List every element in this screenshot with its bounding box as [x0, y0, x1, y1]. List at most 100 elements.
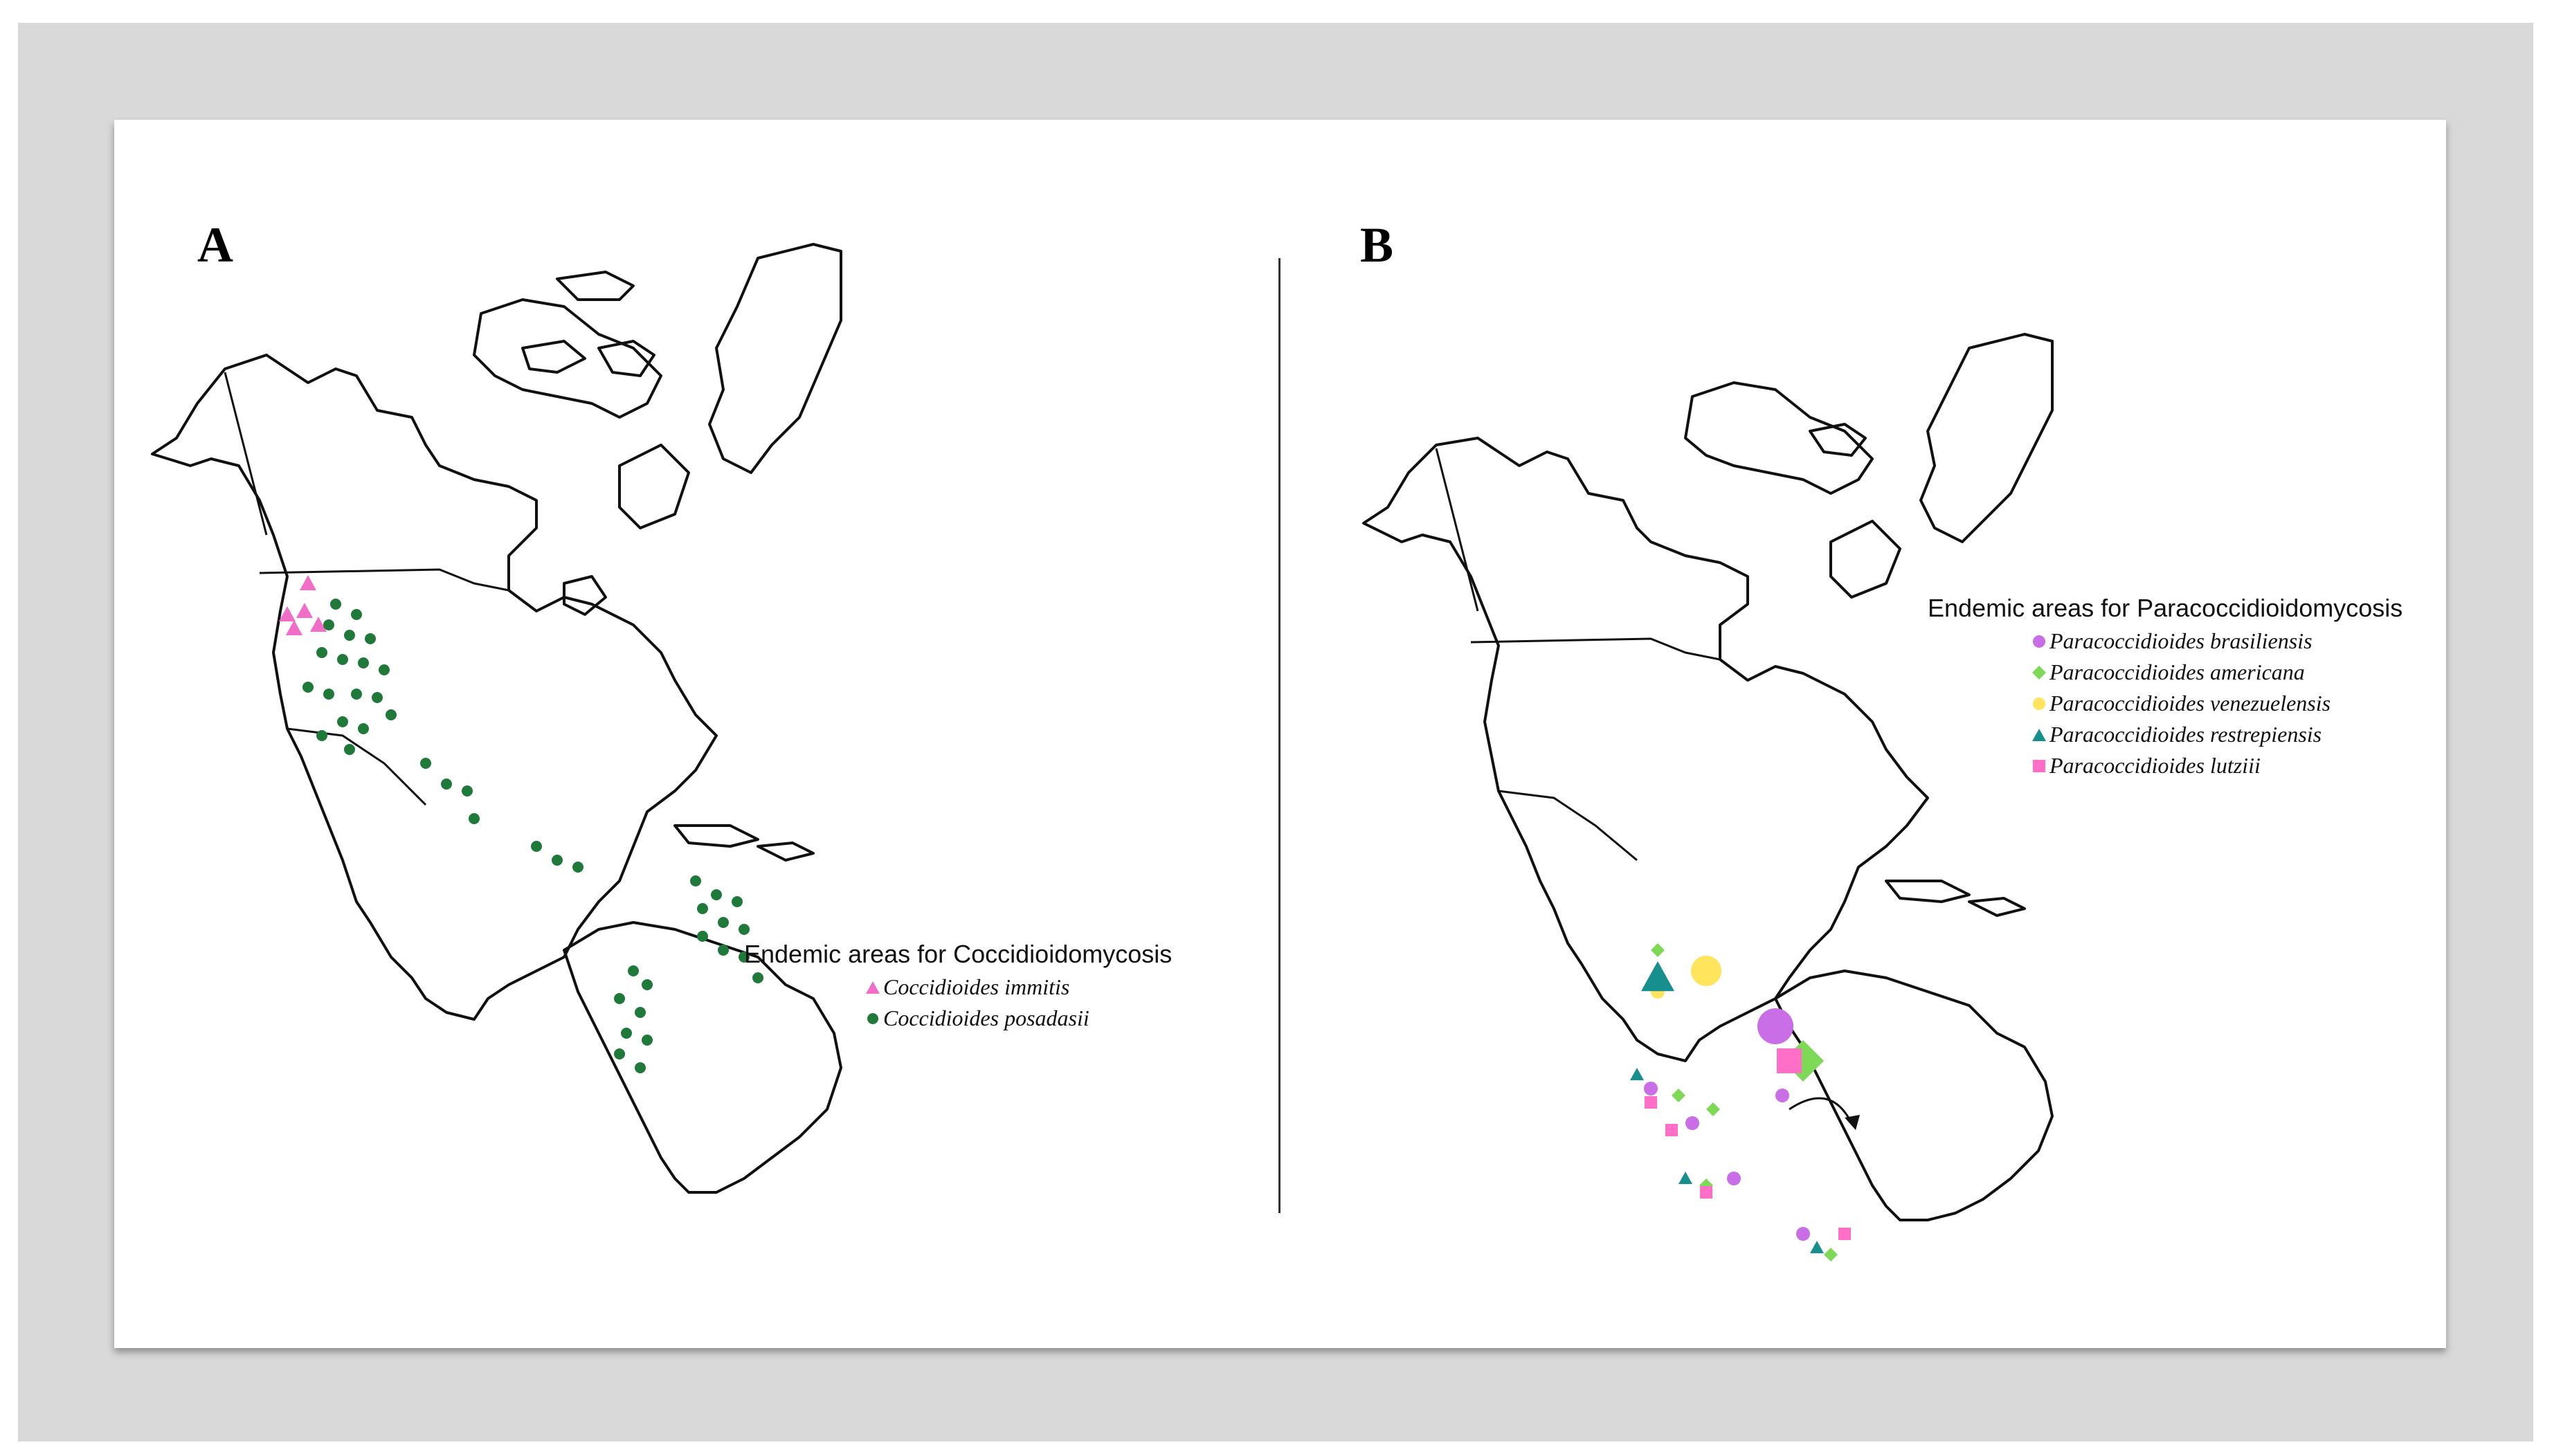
coastlines-b: [1362, 333, 2054, 1221]
legend-b-item-label: Paracoccidioides brasiliensis: [2049, 628, 2313, 653]
legend-b-title: Endemic areas for Paracoccidioidomycosis: [1928, 594, 2403, 622]
dot-icon: [2031, 696, 2047, 711]
posadasii-marker: [302, 682, 314, 693]
posadasii-marker: [572, 862, 583, 873]
americana-marker: [1651, 943, 1665, 957]
posadasii-marker: [642, 979, 653, 990]
triangle-icon: [2031, 727, 2047, 743]
posadasii-marker: [330, 599, 341, 610]
immitis-marker: [286, 620, 302, 635]
restrepiensis-marker: [1810, 1241, 1824, 1253]
paracoccidioides-markers: [1630, 943, 1851, 1262]
legend-b-item-brasiliensis: Paracoccidioides brasiliensis: [2031, 628, 2402, 654]
posadasii-marker: [372, 692, 383, 703]
immitis-marker: [296, 603, 313, 618]
lutzii-marker: [1777, 1048, 1802, 1073]
legend-b-item-americana: Paracoccidioides americana: [2031, 659, 2402, 685]
dot-icon: [865, 1011, 880, 1026]
map-americas-b: [1362, 333, 2054, 1262]
posadasii-marker: [316, 730, 327, 741]
posadasii-marker: [351, 609, 362, 620]
posadasii-marker: [358, 723, 369, 734]
legend-b-item-venezuelensis: Paracoccidioides venezuelensis: [2031, 691, 2402, 716]
lutzii-marker: [1665, 1124, 1678, 1136]
posadasii-marker: [739, 924, 750, 935]
legend-b-item-restrepiensis: Paracoccidioides restrepiensis: [2031, 722, 2402, 747]
legend-a-item-posadasii: Coccidioides posadasii: [865, 1005, 1172, 1031]
posadasii-marker: [642, 1035, 653, 1046]
posadasii-marker: [323, 689, 334, 700]
legend-b-item-label: Paracoccidioides lutziii: [2049, 753, 2261, 778]
legend-b-item-label: Paracoccidioides americana: [2049, 659, 2305, 684]
americana-marker: [1672, 1089, 1685, 1102]
posadasii-marker: [697, 903, 708, 914]
legend-b-item-lutzii: Paracoccidioides lutziii: [2031, 753, 2402, 779]
brasiliensis-marker: [1685, 1116, 1699, 1130]
legend-a-item-label: Coccidioides posadasii: [883, 1005, 1089, 1030]
panel-a-label: A: [197, 217, 233, 273]
lutzii-marker: [1645, 1096, 1657, 1109]
posadasii-marker: [386, 709, 397, 720]
immitis-marker: [310, 617, 327, 632]
venezuelensis-marker: [1691, 956, 1721, 986]
coccidioides-immitis-markers: [279, 575, 327, 635]
square-icon: [2031, 758, 2047, 774]
posadasii-marker: [690, 875, 701, 886]
posadasii-marker: [635, 1007, 646, 1018]
brasiliensis-marker: [1757, 1008, 1793, 1044]
legend-b: Endemic areas for Paracoccidioidomycosis…: [1928, 594, 2402, 779]
legend-a: Endemic areas for Coccidioidomycosis Coc…: [744, 940, 1172, 1031]
posadasii-marker: [441, 779, 452, 790]
triangle-icon: [865, 980, 880, 995]
posadasii-marker: [531, 841, 542, 852]
posadasii-marker: [628, 965, 639, 976]
diamond-icon: [2031, 665, 2047, 680]
legend-b-item-label: Paracoccidioides venezuelensis: [2049, 691, 2331, 716]
posadasii-marker: [420, 758, 431, 769]
posadasii-marker: [323, 619, 334, 630]
restrepiensis-marker: [1678, 1172, 1692, 1184]
americana-marker: [1824, 1248, 1838, 1262]
posadasii-marker: [614, 993, 625, 1004]
posadasii-marker: [379, 664, 390, 675]
posadasii-marker: [351, 689, 362, 700]
coccidioides-posadasii-markers: [302, 599, 763, 1073]
posadasii-marker: [337, 716, 348, 727]
brasiliensis-marker: [1727, 1172, 1741, 1185]
posadasii-marker: [462, 785, 473, 797]
posadasii-marker: [552, 855, 563, 866]
posadasii-marker: [711, 889, 722, 900]
panel-divider: [1278, 258, 1280, 1213]
panel-b-label: B: [1360, 217, 1394, 273]
posadasii-marker: [344, 630, 355, 641]
posadasii-marker: [635, 1062, 646, 1073]
dot-icon: [2031, 634, 2047, 649]
posadasii-marker: [621, 1028, 632, 1039]
posadasii-marker: [718, 917, 729, 928]
restrepiensis-marker: [1641, 961, 1674, 992]
coastlines-a: [151, 243, 842, 1194]
legend-a-item-immitis: Coccidioides immitis: [865, 974, 1172, 1000]
immitis-marker: [300, 575, 316, 590]
posadasii-marker: [365, 633, 376, 644]
legend-b-item-label: Paracoccidioides restrepiensis: [2049, 722, 2322, 747]
legend-a-item-label: Coccidioides immitis: [883, 974, 1070, 999]
posadasii-marker: [752, 972, 763, 983]
legend-a-title: Endemic areas for Coccidioidomycosis: [744, 940, 1173, 968]
lutzii-marker: [1838, 1228, 1851, 1240]
restrepiensis-marker: [1630, 1068, 1644, 1080]
map-americas-a: [151, 243, 842, 1194]
posadasii-marker: [718, 945, 729, 956]
americana-marker: [1706, 1102, 1720, 1116]
posadasii-marker: [358, 657, 369, 668]
posadasii-marker: [614, 1048, 625, 1059]
figure-canvas: A B Endemi: [114, 120, 2446, 1348]
posadasii-marker: [739, 952, 750, 963]
immitis-marker: [279, 606, 296, 621]
brasiliensis-marker: [1775, 1089, 1789, 1102]
inset-arrow-icon: [1789, 1097, 1853, 1124]
brasiliensis-marker: [1796, 1227, 1810, 1241]
posadasii-marker: [697, 931, 708, 942]
posadasii-marker: [469, 813, 480, 824]
lutzii-marker: [1700, 1186, 1712, 1199]
